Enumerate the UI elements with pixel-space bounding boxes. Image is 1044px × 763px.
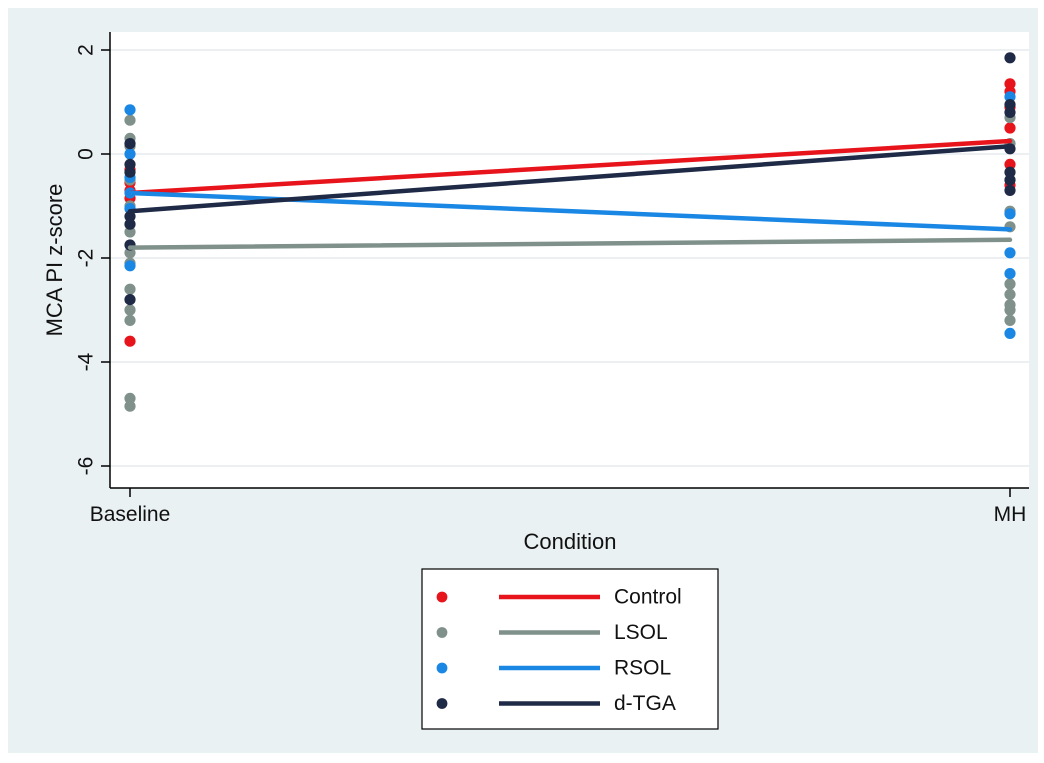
legend-marker-rsol bbox=[436, 662, 448, 674]
data-point-d-tga bbox=[124, 294, 136, 306]
legend-marker-control bbox=[436, 591, 448, 603]
data-point-d-tga bbox=[124, 158, 136, 170]
legend-label-control: Control bbox=[614, 586, 682, 609]
data-point-lsol bbox=[124, 226, 136, 238]
legend-label-rsol: RSOL bbox=[614, 657, 671, 680]
data-points bbox=[124, 52, 1016, 412]
data-point-d-tga bbox=[1004, 174, 1016, 186]
data-point-control bbox=[1004, 158, 1016, 170]
y-tick-label: -6 bbox=[75, 457, 98, 476]
x-axis-label: Condition bbox=[524, 529, 617, 554]
data-point-control bbox=[1004, 122, 1016, 134]
data-point-control bbox=[1004, 78, 1016, 90]
y-axis-label: MCA PI z-score bbox=[42, 184, 67, 337]
data-point-rsol bbox=[124, 148, 136, 160]
data-point-lsol bbox=[124, 314, 136, 326]
x-tick-label: MH bbox=[994, 503, 1027, 526]
data-point-rsol bbox=[1004, 91, 1016, 103]
data-point-lsol bbox=[124, 392, 136, 404]
data-point-rsol bbox=[1004, 327, 1016, 339]
data-point-control bbox=[124, 335, 136, 347]
data-point-lsol bbox=[124, 283, 136, 295]
axes bbox=[109, 32, 1029, 489]
grid bbox=[110, 49, 1029, 467]
data-point-lsol bbox=[1004, 278, 1016, 290]
data-point-d-tga bbox=[1004, 52, 1016, 64]
fit-lines bbox=[127, 138, 1013, 250]
data-point-lsol bbox=[1004, 304, 1016, 316]
data-point-lsol bbox=[1004, 288, 1016, 300]
data-point-rsol bbox=[1004, 208, 1016, 220]
y-tick-label: 2 bbox=[75, 44, 98, 56]
data-point-lsol bbox=[124, 114, 136, 126]
plot-area bbox=[110, 32, 1029, 488]
y-tick-label: 0 bbox=[75, 148, 98, 160]
data-point-rsol bbox=[1004, 268, 1016, 280]
data-point-lsol bbox=[124, 304, 136, 316]
data-point-d-tga bbox=[1004, 106, 1016, 118]
data-point-d-tga bbox=[1004, 99, 1016, 111]
data-point-lsol bbox=[1004, 314, 1016, 326]
data-point-d-tga bbox=[124, 218, 136, 230]
data-point-rsol bbox=[124, 260, 136, 272]
data-point-rsol bbox=[124, 104, 136, 116]
legend: Control LSOL RSOL d-TGA bbox=[421, 568, 719, 730]
legend-label-d-tga: d-TGA bbox=[614, 692, 676, 715]
data-point-d-tga bbox=[1004, 184, 1016, 196]
fit-line-control bbox=[127, 138, 1013, 196]
data-point-lsol bbox=[124, 400, 136, 412]
data-point-d-tga bbox=[1004, 166, 1016, 178]
y-tick-label: -2 bbox=[75, 249, 98, 268]
legend-marker-lsol bbox=[436, 627, 448, 638]
y-tick-label: -4 bbox=[75, 352, 98, 371]
fit-line-d-tga bbox=[127, 143, 1013, 214]
fit-line-lsol bbox=[127, 237, 1013, 250]
x-tick-label: Baseline bbox=[90, 503, 171, 526]
legend-marker-d-tga bbox=[436, 698, 448, 709]
data-point-d-tga bbox=[124, 138, 136, 150]
data-point-lsol bbox=[124, 247, 136, 259]
data-point-rsol bbox=[1004, 247, 1016, 259]
data-point-d-tga bbox=[124, 210, 136, 222]
ticks: 2 0 -2 -4 -6 Baseline MH bbox=[75, 44, 1027, 526]
legend-label-lsol: LSOL bbox=[614, 621, 668, 644]
data-point-d-tga bbox=[124, 166, 136, 178]
